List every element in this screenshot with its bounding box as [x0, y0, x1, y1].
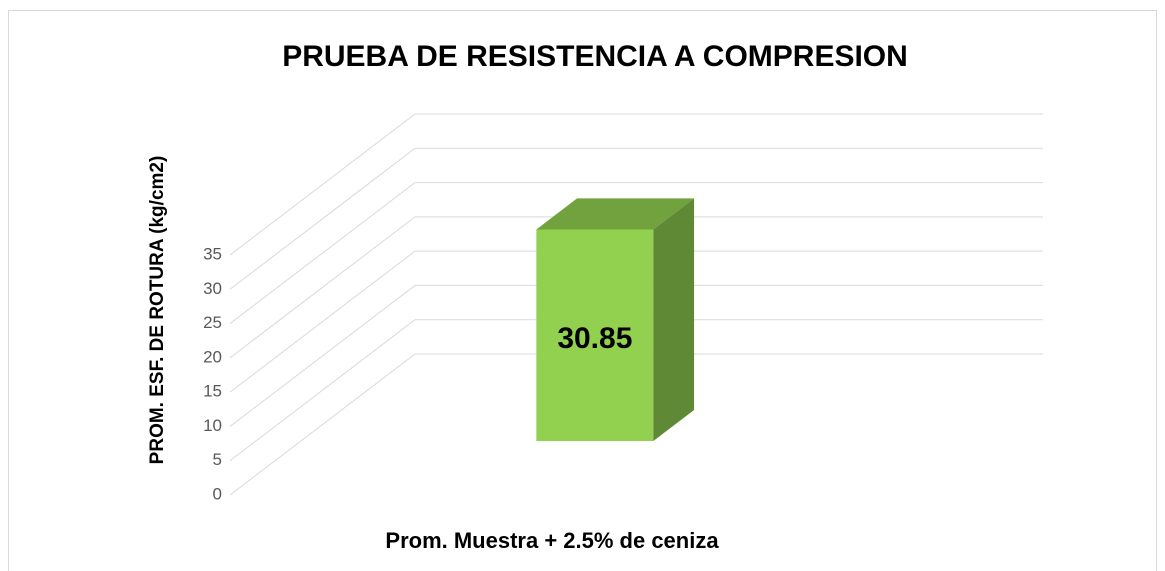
grid-line [229, 250, 1043, 393]
grid-line [229, 216, 1043, 359]
bar-top [536, 198, 695, 230]
x-tick-label: Prom. Muestra + 2.5% de ceniza [385, 528, 719, 553]
grid-line [229, 284, 1043, 427]
y-tick-label: 0 [213, 484, 222, 503]
y-tick-label: 20 [203, 347, 222, 366]
bar-side [653, 198, 695, 441]
chart-title: PRUEBA DE RESISTENCIA A COMPRESION [282, 40, 908, 73]
bar-front [536, 229, 654, 441]
y-tick-label: 25 [203, 313, 222, 332]
y-tick-label: 15 [203, 382, 222, 401]
data-label: 30.85 [557, 322, 632, 355]
y-tick-label: 10 [203, 416, 222, 435]
grid-line [229, 113, 1043, 256]
y-tick-label: 5 [213, 450, 222, 469]
grid-line [229, 353, 1043, 496]
grid-line [229, 319, 1043, 462]
y-tick-label: 35 [203, 244, 222, 263]
y-tick-label: 30 [203, 279, 222, 298]
grid-line [229, 147, 1043, 290]
y-axis-title: PROM. ESF. DE ROTURA (kg/cm2) [147, 156, 168, 465]
grid-line [229, 182, 1043, 324]
bar [536, 198, 695, 441]
